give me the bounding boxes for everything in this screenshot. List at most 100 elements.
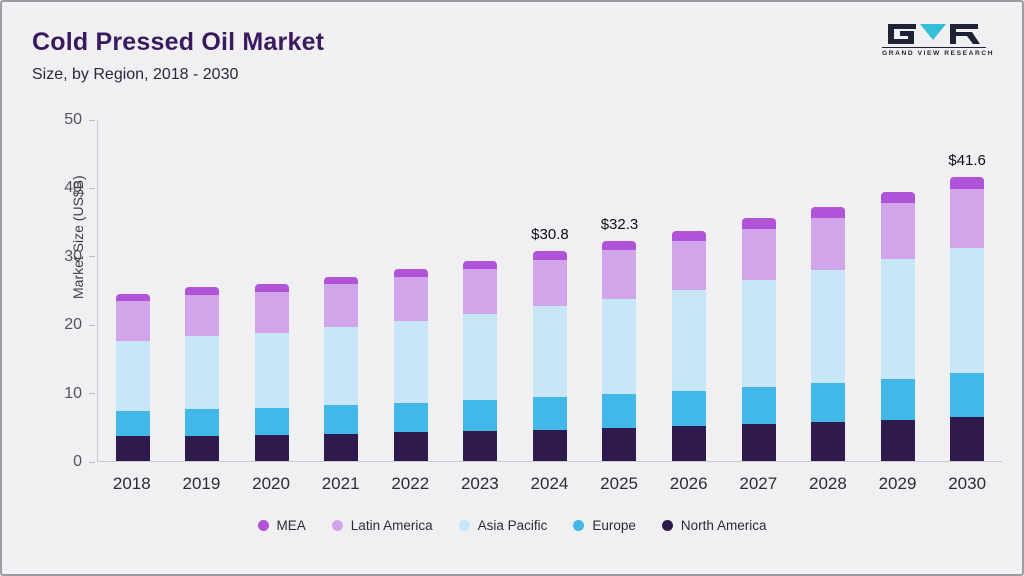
legend-dot-europe	[573, 520, 585, 531]
legend-item-latin-america: Latin America	[331, 518, 433, 533]
segment-asia-pacific	[880, 259, 915, 379]
segment-europe	[602, 394, 637, 428]
stacked-bar	[324, 120, 359, 461]
y-tick-20: 20	[64, 316, 95, 334]
x-tick-label-2030: 2030	[948, 474, 987, 493]
segment-latin-america	[115, 300, 150, 341]
segment-north-america	[741, 424, 776, 461]
segment-north-america	[254, 435, 289, 461]
segment-asia-pacific	[115, 340, 150, 411]
legend-item-europe: Europe	[573, 518, 636, 533]
bar-2024: $30.8	[515, 120, 585, 461]
legend-label: Latin America	[350, 518, 433, 533]
stacked-bar	[463, 120, 498, 461]
segment-asia-pacific	[324, 326, 359, 406]
bar-2025: $32.3	[585, 120, 655, 461]
y-tick-50: 50	[64, 111, 95, 129]
segment-europe	[185, 409, 220, 436]
segment-mea	[602, 240, 637, 251]
y-tick-0: 0	[73, 453, 95, 471]
y-tick-mark	[89, 393, 95, 395]
legend-label: Asia Pacific	[477, 518, 548, 533]
segment-north-america	[532, 429, 567, 461]
segment-north-america	[602, 427, 637, 461]
segment-mea	[880, 192, 915, 204]
bar-2021	[307, 120, 377, 461]
stacked-bar	[602, 120, 637, 461]
segment-latin-america	[185, 294, 220, 336]
bar-2029	[863, 120, 933, 461]
x-tick-label-2027: 2027	[739, 474, 778, 493]
gvr-logo-icon	[882, 22, 986, 44]
segment-latin-america	[741, 229, 776, 281]
bar-2026	[654, 120, 724, 461]
x-tick-label-2029: 2029	[878, 474, 917, 493]
segment-asia-pacific	[602, 298, 637, 395]
y-tick-10: 10	[64, 385, 95, 403]
x-tick-label-2023: 2023	[460, 474, 499, 493]
y-tick-mark	[89, 119, 95, 121]
x-tick-label-2018: 2018	[112, 474, 151, 493]
x-tick-label-2026: 2026	[669, 474, 708, 493]
page-title: Cold Pressed Oil Market	[32, 28, 325, 56]
stacked-bar	[741, 120, 776, 461]
x-tick-label-2025: 2025	[600, 474, 638, 493]
segment-latin-america	[880, 203, 915, 260]
y-tick-mark	[89, 324, 95, 326]
segment-asia-pacific	[741, 280, 776, 387]
segment-north-america	[185, 435, 220, 461]
segment-latin-america	[463, 269, 498, 314]
segment-asia-pacific	[950, 247, 985, 374]
y-tick-mark	[89, 461, 95, 463]
segment-europe	[393, 403, 428, 433]
y-tick-mark	[89, 187, 95, 189]
bar-value-label: $30.8	[531, 225, 569, 243]
segment-latin-america	[950, 188, 985, 248]
page-subtitle: Size, by Region, 2018 - 2030	[32, 66, 239, 83]
x-tick-label-2028: 2028	[808, 474, 847, 493]
segment-mea	[811, 207, 846, 218]
y-tick-label: 10	[64, 384, 82, 402]
bar-2020	[237, 120, 307, 461]
legend-item-asia-pacific: Asia Pacific	[458, 518, 548, 533]
segment-mea	[254, 284, 289, 292]
segment-europe	[811, 382, 846, 423]
segment-europe	[672, 390, 707, 427]
segment-europe	[880, 378, 915, 421]
x-tick-label-2019: 2019	[182, 474, 221, 493]
segment-mea	[393, 268, 428, 277]
stacked-bar	[254, 120, 289, 461]
y-tick-mark	[89, 256, 95, 258]
segment-north-america	[672, 426, 707, 461]
segment-latin-america	[602, 250, 637, 299]
bar-2018	[98, 120, 168, 461]
segment-north-america	[463, 431, 498, 461]
bar-value-label: $41.6	[948, 152, 986, 170]
legend-item-north-america: North America	[661, 518, 766, 533]
segment-asia-pacific	[532, 306, 567, 397]
stacked-bar	[393, 120, 428, 461]
grand-view-research-logo: GRAND VIEW RESEARCH	[882, 22, 993, 57]
bar-2028	[793, 120, 863, 461]
segment-mea	[115, 293, 150, 301]
bar-2022	[376, 120, 446, 461]
segment-latin-america	[811, 217, 846, 271]
segment-latin-america	[672, 240, 707, 290]
bar-2027	[724, 120, 794, 461]
segment-asia-pacific	[185, 335, 220, 410]
segment-europe	[741, 386, 776, 425]
legend-label: Europe	[592, 518, 636, 533]
stacked-bar	[880, 120, 915, 461]
segment-north-america	[393, 432, 428, 461]
chart-legend: MEA Latin America Asia Pacific Europe North …	[2, 518, 1022, 533]
y-axis: 0 10 20 30 40 50	[38, 111, 95, 470]
stacked-bar	[532, 120, 567, 461]
segment-latin-america	[324, 284, 359, 327]
segment-asia-pacific	[811, 270, 846, 383]
bar-value-label: $32.3	[600, 215, 639, 233]
bar-2019	[168, 120, 238, 461]
segment-mea	[463, 260, 498, 270]
legend-dot-mea	[257, 520, 269, 531]
legend-dot-asia-pacific	[458, 520, 470, 531]
